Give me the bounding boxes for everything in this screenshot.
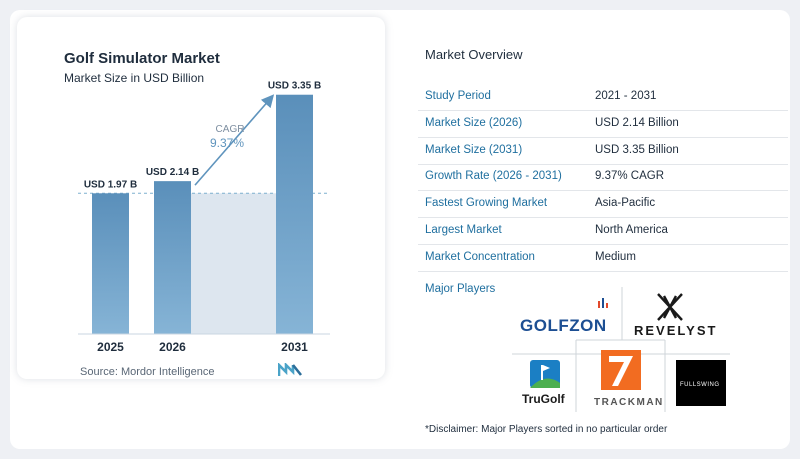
- overview-value: USD 3.35 Billion: [595, 144, 679, 156]
- chart-svg: USD 1.97 B 2025 USD 2.14 B 2026 USD 3.35 B 20…: [78, 81, 330, 354]
- svg-text:FULLSWING: FULLSWING: [680, 382, 720, 388]
- golfzon-logo: GOLFZON: [520, 298, 608, 335]
- overview-row: Market Concentration Medium: [418, 245, 788, 272]
- bar-2025: [92, 193, 129, 334]
- trugolf-logo: TruGolf: [522, 360, 566, 406]
- svg-text:GOLFZON: GOLFZON: [520, 316, 607, 335]
- overview-value: North America: [595, 224, 668, 236]
- bar-2026: [154, 181, 191, 334]
- x-tick-2025: 2025: [97, 340, 124, 354]
- overview-key: Market Concentration: [425, 251, 535, 263]
- overview-row: Market Size (2026) USD 2.14 Billion: [418, 111, 788, 138]
- svg-text:TruGolf: TruGolf: [522, 392, 566, 406]
- overview-value: Medium: [595, 251, 636, 263]
- bar-2031: [276, 94, 313, 334]
- mordor-logo-icon: [278, 363, 303, 376]
- svg-text:TRACKMAN: TRACKMAN: [594, 397, 664, 408]
- overview-row: Growth Rate (2026 - 2031) 9.37% CAGR: [418, 164, 788, 191]
- overview-row: Market Size (2031) USD 3.35 Billion: [418, 138, 788, 165]
- comparison-band: [191, 193, 276, 334]
- overview-value: USD 2.14 Billion: [595, 117, 679, 129]
- overview-key: Growth Rate (2026 - 2031): [425, 170, 562, 182]
- cagr-value: 9.37%: [210, 136, 244, 150]
- overview-value: Asia-Pacific: [595, 197, 656, 209]
- overview-row: Fastest Growing Market Asia-Pacific: [418, 191, 788, 218]
- x-tick-2026: 2026: [159, 340, 186, 354]
- overview-key: Largest Market: [425, 224, 502, 236]
- source-text: Source: Mordor Intelligence: [80, 366, 215, 378]
- overview-value: 9.37% CAGR: [595, 170, 665, 182]
- trackman-logo: TRACKMAN: [594, 350, 664, 408]
- cagr-arrow: [194, 94, 275, 186]
- overview-key: Study Period: [425, 90, 491, 102]
- overview-key: Market Size (2026): [425, 117, 523, 129]
- overview-key: Fastest Growing Market: [425, 197, 548, 209]
- data-label-2026: USD 2.14 B: [146, 167, 199, 178]
- overview-row: Largest Market North America: [418, 218, 788, 245]
- overview-title: Market Overview: [425, 47, 523, 62]
- overview-row: Study Period 2021 - 2031: [418, 84, 788, 111]
- disclaimer-text: *Disclaimer: Major Players sorted in no …: [425, 424, 668, 435]
- svg-text:REVELYST: REVELYST: [634, 323, 717, 338]
- fullswing-logo: FULLSWING: [676, 360, 726, 406]
- chart-title: Golf Simulator Market: [64, 50, 220, 67]
- x-tick-2031: 2031: [281, 340, 308, 354]
- chart-layer: USD 1.97 B 2025 USD 2.14 B 2026 USD 3.35 B 20…: [78, 81, 330, 354]
- overview-value: 2021 - 2031: [595, 90, 657, 102]
- data-label-2025: USD 1.97 B: [84, 179, 137, 190]
- overview-key: Market Size (2031): [425, 144, 523, 156]
- players-title: Major Players: [425, 283, 496, 295]
- revelyst-logo: REVELYST: [634, 293, 717, 338]
- cagr-label: CAGR: [216, 124, 245, 135]
- data-label-2031: USD 3.35 B: [268, 81, 321, 92]
- chart-subtitle: Market Size in USD Billion: [64, 71, 205, 85]
